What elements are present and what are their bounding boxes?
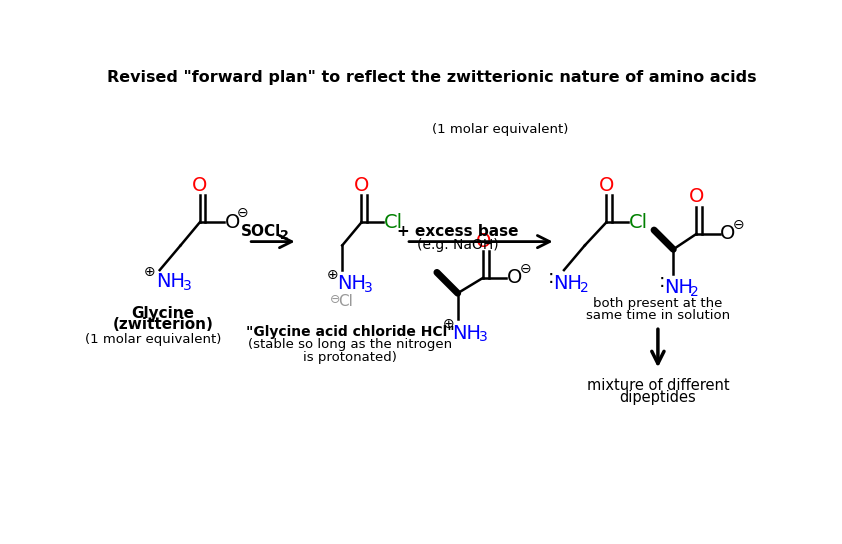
Text: NH: NH [664, 279, 693, 298]
Text: NH: NH [337, 275, 366, 293]
Text: Cl: Cl [629, 213, 648, 232]
Text: 3: 3 [364, 281, 373, 295]
Text: 2: 2 [580, 281, 589, 295]
Text: Cl: Cl [384, 213, 403, 232]
Text: :: : [547, 268, 554, 287]
Text: ⊖: ⊖ [330, 293, 340, 306]
Text: 2: 2 [690, 285, 699, 299]
Text: O: O [689, 188, 704, 207]
Text: (1 molar equivalent): (1 molar equivalent) [85, 333, 221, 346]
Text: "Glycine acid chloride HCl": "Glycine acid chloride HCl" [246, 325, 454, 339]
Text: (zwitterion): (zwitterion) [112, 317, 213, 332]
Text: ⊕: ⊕ [443, 317, 455, 331]
Text: 2: 2 [280, 229, 289, 242]
Text: Revised "forward plan" to reflect the zwitterionic nature of amino acids: Revised "forward plan" to reflect the zw… [107, 70, 756, 85]
Text: NH: NH [553, 275, 583, 293]
Text: NH: NH [451, 324, 481, 343]
Text: + excess base: + excess base [397, 224, 519, 239]
Text: (e.g. NaOH): (e.g. NaOH) [417, 238, 498, 252]
Text: O: O [720, 225, 736, 243]
Text: NH: NH [156, 272, 185, 291]
Text: O: O [192, 176, 207, 195]
Text: is protonated): is protonated) [303, 351, 397, 363]
Text: 3: 3 [183, 279, 192, 293]
Text: (1 molar equivalent): (1 molar equivalent) [432, 123, 568, 137]
Text: ⊖: ⊖ [237, 206, 248, 220]
Text: ⊖: ⊖ [520, 262, 531, 276]
Text: O: O [354, 176, 369, 195]
Text: O: O [225, 213, 240, 232]
Text: mixture of different: mixture of different [587, 378, 729, 393]
Text: (stable so long as the nitrogen: (stable so long as the nitrogen [248, 338, 452, 351]
Text: same time in solution: same time in solution [586, 309, 730, 322]
Text: dipeptides: dipeptides [620, 391, 696, 405]
Text: both present at the: both present at the [594, 296, 722, 310]
Text: ⊕: ⊕ [144, 265, 156, 280]
Text: SOCl: SOCl [241, 224, 281, 239]
Text: ⊖: ⊖ [733, 218, 744, 232]
Text: Glycine: Glycine [131, 306, 195, 321]
Text: Cl: Cl [338, 294, 354, 309]
Text: ⊕: ⊕ [327, 268, 338, 282]
Text: O: O [507, 268, 522, 287]
Text: 3: 3 [479, 330, 488, 344]
Text: O: O [599, 176, 614, 195]
Text: O: O [476, 232, 491, 251]
Text: :: : [658, 272, 665, 291]
